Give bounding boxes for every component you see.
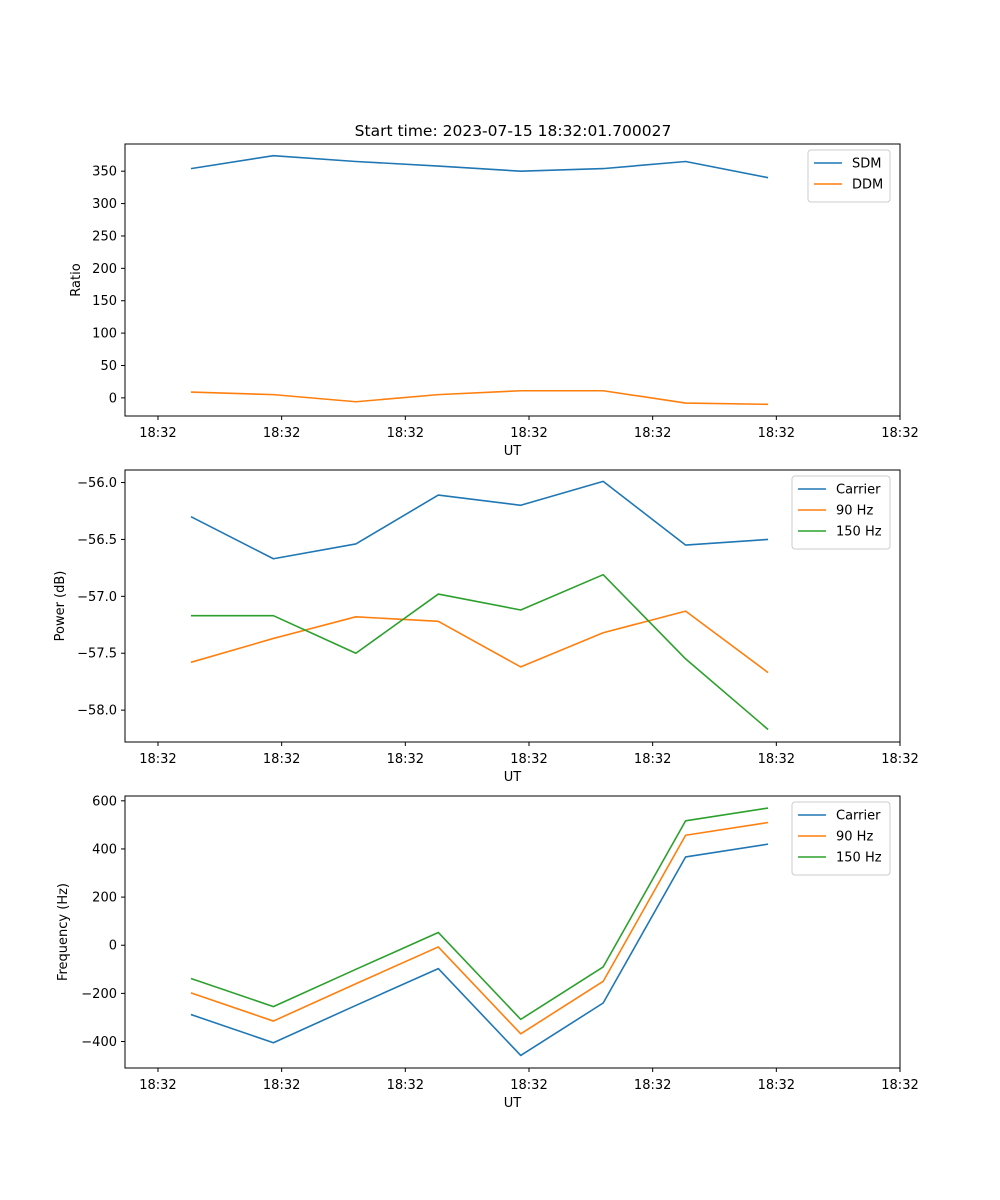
frequency-x-tick-label: 18:32 xyxy=(387,1078,424,1093)
power-x-tick-label: 18:32 xyxy=(758,752,795,767)
ratio-y-tick-label: 250 xyxy=(92,229,117,244)
ratio-legend-label: DDM xyxy=(852,178,883,193)
ratio-y-tick-label: 150 xyxy=(92,294,117,309)
ratio-x-tick-label: 18:32 xyxy=(881,426,918,441)
ratio-y-tick-label: 0 xyxy=(109,391,117,406)
power-y-axis-label: Power (dB) xyxy=(53,571,68,642)
frequency-y-tick-label: 200 xyxy=(92,891,117,906)
power-y-tick-label: −57.5 xyxy=(77,647,117,662)
ratio-y-tick-label: 300 xyxy=(92,197,117,212)
frequency-y-tick-label: 0 xyxy=(109,939,117,954)
power-axes-frame xyxy=(124,469,901,743)
ratio-y-tick-label: 200 xyxy=(92,262,117,277)
power-x-axis-label: UT xyxy=(504,770,522,785)
power-x-tick-label: 18:32 xyxy=(634,752,671,767)
frequency-y-tick-label: −200 xyxy=(81,987,117,1002)
frequency-series-line-150-hz xyxy=(190,807,769,1021)
power-series-line-carrier xyxy=(190,480,769,560)
figure-title: Start time: 2023-07-15 18:32:01.700027 xyxy=(355,122,672,140)
ratio-x-tick-label: 18:32 xyxy=(139,426,176,441)
frequency-x-tick-label: 18:32 xyxy=(758,1078,795,1093)
frequency-y-tick-label: 600 xyxy=(92,794,117,809)
ratio-y-tick-label: 50 xyxy=(100,359,117,374)
power-x-tick-label: 18:32 xyxy=(139,752,176,767)
frequency-panel: 18:32 18:32 18:32 18:32 18:32 18:32 18:32 −400 −… xyxy=(56,794,919,1111)
power-x-tick-label: 18:32 xyxy=(387,752,424,767)
frequency-x-tick-label: 18:32 xyxy=(634,1078,671,1093)
frequency-y-tick-label: 400 xyxy=(92,842,117,857)
power-series-line-150-hz xyxy=(190,573,769,731)
ratio-legend-label: SDM xyxy=(852,157,881,172)
power-x-tick-label: 18:32 xyxy=(263,752,300,767)
ratio-series-line-sdm xyxy=(190,154,769,179)
ratio-y-tick-label: 350 xyxy=(92,165,117,180)
frequency-series-line-carrier xyxy=(190,843,769,1057)
frequency-x-tick-label: 18:32 xyxy=(139,1078,176,1093)
frequency-y-axis-label: Frequency (Hz) xyxy=(56,883,71,981)
ratio-axes-frame xyxy=(124,143,901,417)
power-panel: 18:32 18:32 18:32 18:32 18:32 18:32 18:32 −58.0… xyxy=(53,469,919,785)
frequency-axes-frame xyxy=(124,795,901,1069)
ratio-x-tick-label: 18:32 xyxy=(387,426,424,441)
ratio-y-tick-label: 100 xyxy=(92,327,117,342)
power-legend-label: Carrier xyxy=(836,483,881,498)
ratio-y-axis-label: Ratio xyxy=(69,263,84,296)
power-legend-label: 90 Hz xyxy=(836,504,873,519)
ratio-panel: 18:32 18:32 18:32 18:32 18:32 18:32 18:32 0 50 10… xyxy=(69,143,919,459)
ratio-x-tick-label: 18:32 xyxy=(634,426,671,441)
power-legend-label: 150 Hz xyxy=(836,525,882,540)
power-series-line-90-hz xyxy=(190,610,769,674)
power-x-tick-label: 18:32 xyxy=(510,752,547,767)
power-y-tick-label: −58.0 xyxy=(77,704,117,719)
frequency-legend-label: 150 Hz xyxy=(836,851,882,866)
frequency-x-axis-label: UT xyxy=(504,1096,522,1111)
power-y-tick-label: −56.5 xyxy=(77,533,117,548)
frequency-legend-label: Carrier xyxy=(836,809,881,824)
ratio-series-line-ddm xyxy=(190,389,769,406)
frequency-y-tick-label: −400 xyxy=(81,1035,117,1050)
ratio-x-tick-label: 18:32 xyxy=(510,426,547,441)
frequency-x-tick-label: 18:32 xyxy=(510,1078,547,1093)
power-y-tick-label: −57.0 xyxy=(77,590,117,605)
frequency-series-line-90-hz xyxy=(190,821,769,1035)
ratio-x-tick-label: 18:32 xyxy=(263,426,300,441)
frequency-x-tick-label: 18:32 xyxy=(263,1078,300,1093)
power-x-tick-label: 18:32 xyxy=(881,752,918,767)
ratio-x-axis-label: UT xyxy=(504,444,522,459)
frequency-x-tick-label: 18:32 xyxy=(881,1078,918,1093)
power-y-tick-label: −56.0 xyxy=(77,476,117,491)
ratio-x-tick-label: 18:32 xyxy=(758,426,795,441)
frequency-legend-label: 90 Hz xyxy=(836,830,873,845)
